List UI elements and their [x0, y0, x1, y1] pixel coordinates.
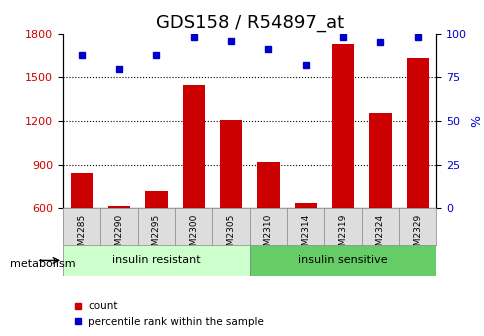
Bar: [406, 58, 428, 208]
Text: GSM2300: GSM2300: [189, 214, 198, 257]
Bar: [70, 173, 93, 208]
Text: insulin sensitive: insulin sensitive: [298, 255, 387, 265]
Text: metabolism: metabolism: [10, 259, 75, 269]
Bar: [294, 203, 317, 208]
Text: GSM2295: GSM2295: [151, 214, 161, 257]
Text: GSM2290: GSM2290: [114, 214, 123, 257]
Text: GSM2319: GSM2319: [338, 214, 347, 257]
Title: GDS158 / R54897_at: GDS158 / R54897_at: [155, 14, 343, 32]
Bar: [182, 85, 205, 208]
Bar: [219, 120, 242, 208]
Text: GSM2285: GSM2285: [77, 214, 86, 257]
Text: GSM2305: GSM2305: [226, 214, 235, 257]
Text: insulin resistant: insulin resistant: [112, 255, 200, 265]
Y-axis label: %: %: [469, 115, 482, 127]
FancyBboxPatch shape: [249, 245, 436, 276]
Bar: [368, 113, 391, 208]
Bar: [145, 191, 167, 208]
Text: GSM2324: GSM2324: [375, 214, 384, 257]
Text: GSM2314: GSM2314: [301, 214, 310, 257]
Legend: count, percentile rank within the sample: count, percentile rank within the sample: [68, 297, 268, 331]
Bar: [331, 44, 354, 208]
Text: GSM2329: GSM2329: [412, 214, 422, 257]
FancyBboxPatch shape: [63, 245, 249, 276]
Bar: [107, 206, 130, 208]
Text: GSM2310: GSM2310: [263, 214, 272, 257]
Bar: [257, 162, 279, 208]
